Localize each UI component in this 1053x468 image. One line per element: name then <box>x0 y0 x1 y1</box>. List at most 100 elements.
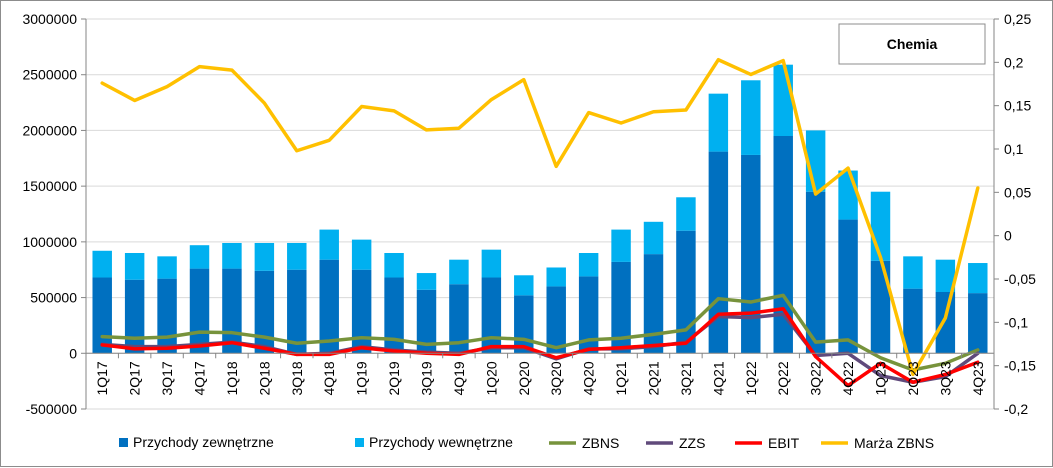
bar-wewnetrzne-3Q20 <box>546 267 566 287</box>
legend-swatch-0 <box>119 438 128 447</box>
legend-label: Marża ZBNS <box>854 435 934 451</box>
bar-zewnetrzne-2Q19 <box>384 277 404 354</box>
bar-wewnetrzne-3Q18 <box>287 242 307 270</box>
bar-wewnetrzne-2Q17 <box>124 253 145 280</box>
x-tick-label: 2Q20 <box>516 361 532 395</box>
y-right-tick-label: -0,1 <box>1004 314 1028 330</box>
bar-zewnetrzne-4Q20 <box>578 276 599 354</box>
bar-wewnetrzne-4Q17 <box>189 245 210 269</box>
x-tick-label: 1Q18 <box>224 361 240 395</box>
legend-label: ZBNS <box>582 435 619 451</box>
line-ebit <box>100 306 980 388</box>
bar-wewnetrzne-4Q21 <box>708 93 729 152</box>
y-left-tick-label: 3000000 <box>22 11 77 27</box>
bar-zewnetrzne-1Q20 <box>481 277 502 354</box>
legend-label: Przychody wewnętrzne <box>369 434 513 450</box>
bar-zewnetrzne-4Q19 <box>449 284 469 354</box>
bar-wewnetrzne-4Q22 <box>838 170 858 220</box>
bar-wewnetrzne-1Q18 <box>222 242 242 269</box>
legend-swatch-1 <box>355 438 364 447</box>
bar-wewnetrzne-4Q19 <box>449 259 469 285</box>
axes <box>81 18 999 410</box>
x-tick-label: 2Q17 <box>127 361 143 395</box>
bar-wewnetrzne-1Q23 <box>870 191 891 261</box>
chart-title: Chemia <box>887 36 938 52</box>
y-left-tick-label: 2500000 <box>22 67 77 83</box>
bar-zewnetrzne-1Q21 <box>611 261 631 354</box>
bar-zewnetrzne-1Q22 <box>741 154 761 354</box>
x-tick-label: 1Q17 <box>94 361 110 395</box>
y-right-tick-label: 0,05 <box>1004 184 1031 200</box>
bar-zewnetrzne-3Q20 <box>546 286 566 354</box>
bar-zewnetrzne-4Q22 <box>838 219 858 354</box>
x-tick-label: 4Q21 <box>710 361 726 395</box>
bar-zewnetrzne-1Q19 <box>351 269 372 354</box>
bar-zewnetrzne-2Q20 <box>514 295 534 354</box>
bar-zewnetrzne-3Q19 <box>416 289 437 354</box>
y-right-tick-label: 0 <box>1004 228 1012 244</box>
bar-zewnetrzne-2Q17 <box>124 279 145 354</box>
bar-wewnetrzne-1Q17 <box>92 250 112 278</box>
bar-wewnetrzne-1Q20 <box>481 249 502 278</box>
bar-zewnetrzne-3Q17 <box>157 278 177 354</box>
bar-zewnetrzne-1Q17 <box>92 277 112 354</box>
bar-zewnetrzne-4Q17 <box>189 268 210 354</box>
legend-label: ZZS <box>679 435 705 451</box>
x-tick-label: 2Q22 <box>775 361 791 395</box>
y-right-tick-label: 0,25 <box>1004 11 1031 27</box>
bar-wewnetrzne-2Q18 <box>254 242 275 271</box>
bar-zewnetrzne-3Q23 <box>935 292 956 354</box>
x-tick-label: 4Q22 <box>840 361 856 395</box>
x-tick-labels: 1Q17 2Q17 3Q17 4Q17 1Q18 2Q18 3Q18 4Q18 1Q19 2Q19… <box>94 361 986 395</box>
bar-zewnetrzne-2Q23 <box>903 288 923 354</box>
x-tick-label: 1Q20 <box>483 361 499 395</box>
x-tick-label: 4Q18 <box>321 361 337 395</box>
bar-zewnetrzne-3Q22 <box>805 191 826 354</box>
x-tick-label: 2Q21 <box>646 361 662 395</box>
x-tick-label: 2Q23 <box>905 361 921 395</box>
bar-wewnetrzne-4Q20 <box>578 253 599 277</box>
x-tick-label: 4Q20 <box>581 361 597 395</box>
chart-title-box: Chemia <box>838 23 986 65</box>
bar-wewnetrzne-2Q22 <box>773 64 793 136</box>
x-tick-label: 3Q23 <box>937 361 953 395</box>
line-marza-zbns <box>100 57 980 377</box>
bar-series <box>92 64 988 354</box>
x-tick-label: 3Q19 <box>419 361 435 395</box>
bar-wewnetrzne-3Q17 <box>157 256 177 279</box>
x-tick-label: 3Q18 <box>289 361 305 395</box>
bar-wewnetrzne-3Q23 <box>935 259 956 292</box>
x-tick-label: 1Q23 <box>873 361 889 395</box>
y-right-tick-label: 0,2 <box>1004 54 1024 70</box>
bar-zewnetrzne-3Q21 <box>676 230 696 354</box>
bar-wewnetrzne-4Q23 <box>968 263 988 294</box>
y-right-tick-label: 0,15 <box>1004 98 1031 114</box>
line-zbns <box>100 293 980 372</box>
y-left-tick-label: 2000000 <box>22 122 77 138</box>
x-tick-label: 1Q21 <box>613 361 629 395</box>
bar-wewnetrzne-3Q21 <box>676 197 696 231</box>
bar-wewnetrzne-1Q19 <box>351 239 372 270</box>
bar-wewnetrzne-3Q19 <box>416 273 437 290</box>
y-left-tick-labels: -500000 0 500000 1000000 1500000 2000000 25000… <box>22 11 77 417</box>
y-left-tick-label: 1000000 <box>22 234 77 250</box>
bar-zewnetrzne-4Q23 <box>968 293 988 354</box>
y-left-tick-label: 0 <box>69 345 77 361</box>
legend: Przychody zewnętrzne Przychody wewnętrzne… <box>119 434 934 451</box>
bar-zewnetrzne-2Q22 <box>773 136 793 354</box>
bar-wewnetrzne-1Q22 <box>741 80 761 155</box>
bar-zewnetrzne-2Q21 <box>643 254 664 354</box>
bar-wewnetrzne-2Q23 <box>903 256 923 289</box>
y-left-tick-label: -500000 <box>26 401 78 417</box>
bar-zewnetrzne-4Q18 <box>319 259 339 354</box>
legend-label: Przychody zewnętrzne <box>133 434 274 450</box>
bar-wewnetrzne-4Q18 <box>319 229 339 260</box>
x-tick-label: 1Q22 <box>743 361 759 395</box>
bar-zewnetrzne-1Q23 <box>870 260 891 354</box>
x-tick-label: 3Q20 <box>548 361 564 395</box>
legend-label: EBIT <box>768 435 800 451</box>
x-tick-label: 2Q19 <box>386 361 402 395</box>
bar-zewnetrzne-2Q18 <box>254 270 275 354</box>
